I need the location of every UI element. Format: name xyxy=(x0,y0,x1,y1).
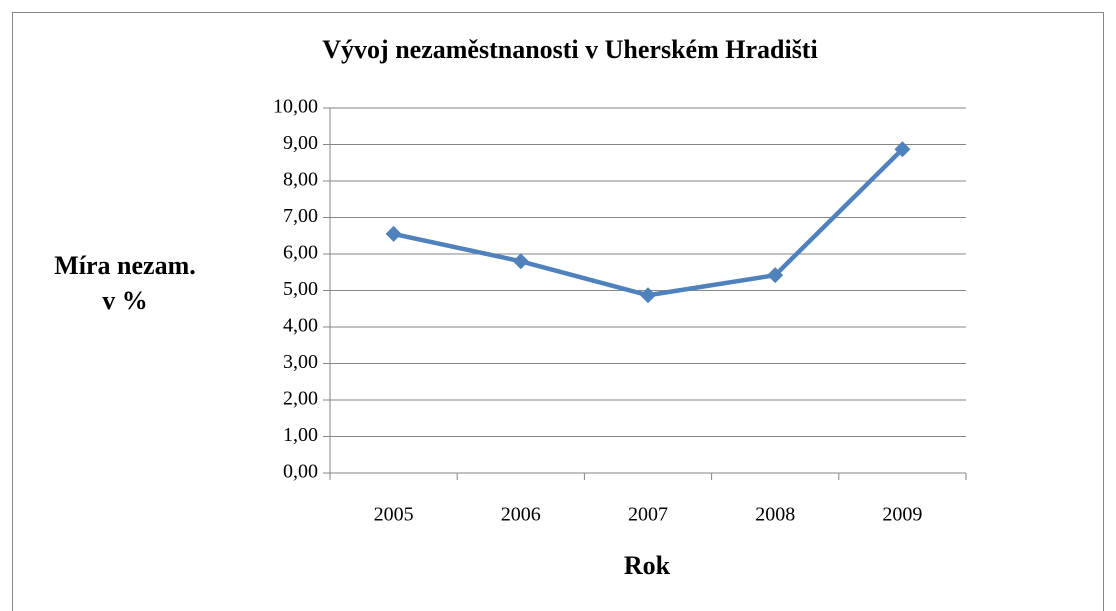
y-tick-label: 8,00 xyxy=(283,169,318,191)
x-tick-label: 2009 xyxy=(882,504,922,526)
y-tick-label: 4,00 xyxy=(283,315,318,337)
y-tick-label: 3,00 xyxy=(283,351,318,373)
y-axis-label: Míra nezam. xyxy=(54,251,196,280)
marker xyxy=(512,253,529,270)
chart-title: Vývoj nezaměstnanosti v Uherském Hradišt… xyxy=(322,35,817,64)
y-tick-label: 7,00 xyxy=(283,205,318,227)
x-tick-label: 2007 xyxy=(628,504,668,526)
y-tick-label: 6,00 xyxy=(283,242,318,264)
y-tick-label: 9,00 xyxy=(283,132,318,154)
x-tick-label: 2008 xyxy=(755,504,795,526)
marker xyxy=(894,141,911,158)
y-tick-label: 1,00 xyxy=(283,424,318,446)
y-tick-label: 2,00 xyxy=(283,388,318,410)
chart-border xyxy=(12,12,1104,611)
y-axis-label: v % xyxy=(102,286,148,315)
marker xyxy=(767,267,784,284)
y-tick-label: 5,00 xyxy=(283,278,318,300)
x-tick-label: 2005 xyxy=(374,504,414,526)
x-tick-label: 2006 xyxy=(501,504,541,526)
marker xyxy=(640,287,656,304)
marker xyxy=(385,225,402,242)
x-axis-label: Rok xyxy=(624,551,671,580)
y-tick-label: 10,00 xyxy=(273,96,318,118)
y-tick-label: 0,00 xyxy=(283,461,318,483)
